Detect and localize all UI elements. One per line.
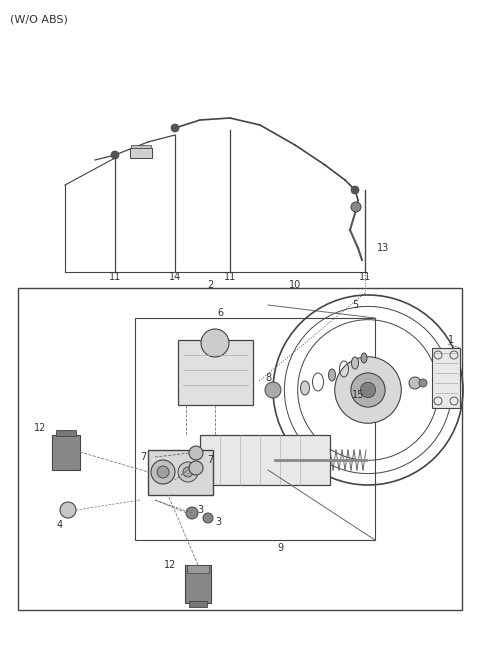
- Text: 12: 12: [34, 423, 46, 433]
- Circle shape: [111, 151, 119, 159]
- Text: 15: 15: [352, 390, 364, 400]
- Bar: [432, 348, 460, 408]
- Ellipse shape: [351, 357, 359, 369]
- Text: 7: 7: [207, 455, 213, 465]
- Circle shape: [183, 467, 193, 477]
- Circle shape: [201, 329, 229, 357]
- Text: 14: 14: [169, 272, 181, 282]
- Ellipse shape: [361, 353, 367, 363]
- Bar: [187, 565, 209, 573]
- Bar: [178, 340, 253, 405]
- Ellipse shape: [300, 381, 310, 395]
- Bar: [189, 601, 207, 607]
- Bar: [130, 148, 152, 158]
- Circle shape: [189, 446, 203, 460]
- Circle shape: [186, 507, 198, 519]
- Text: 12: 12: [164, 560, 176, 570]
- Bar: [200, 435, 330, 485]
- Bar: [131, 145, 151, 148]
- Text: 2: 2: [207, 280, 213, 290]
- Circle shape: [203, 513, 213, 523]
- Text: 8: 8: [265, 373, 271, 383]
- Ellipse shape: [328, 369, 336, 381]
- Circle shape: [419, 379, 427, 387]
- Circle shape: [360, 382, 376, 398]
- Circle shape: [335, 357, 401, 423]
- Text: 4: 4: [57, 520, 63, 530]
- Text: 9: 9: [277, 543, 283, 553]
- Circle shape: [265, 382, 281, 398]
- Text: 11: 11: [359, 272, 371, 282]
- Circle shape: [171, 124, 179, 132]
- Text: 1: 1: [448, 335, 454, 345]
- Text: 5: 5: [352, 300, 358, 310]
- Text: (W/O ABS): (W/O ABS): [10, 14, 68, 24]
- Bar: [56, 430, 76, 436]
- Circle shape: [189, 461, 203, 475]
- Circle shape: [60, 502, 76, 518]
- Text: 6: 6: [217, 308, 223, 318]
- Text: 7: 7: [140, 452, 146, 462]
- Bar: [135, 318, 375, 540]
- Bar: [18, 288, 462, 610]
- Text: 11: 11: [224, 272, 236, 282]
- Bar: [148, 450, 213, 495]
- Text: 3: 3: [197, 505, 203, 515]
- Circle shape: [151, 460, 175, 484]
- Text: 11: 11: [109, 272, 121, 282]
- Circle shape: [157, 466, 169, 478]
- Circle shape: [409, 377, 421, 389]
- Bar: [185, 565, 211, 603]
- Text: 13: 13: [377, 243, 389, 253]
- Text: 10: 10: [289, 280, 301, 290]
- Text: 3: 3: [215, 517, 221, 527]
- Circle shape: [351, 373, 385, 407]
- Circle shape: [178, 462, 198, 482]
- Circle shape: [351, 186, 359, 194]
- Circle shape: [351, 202, 361, 212]
- Bar: [52, 435, 80, 470]
